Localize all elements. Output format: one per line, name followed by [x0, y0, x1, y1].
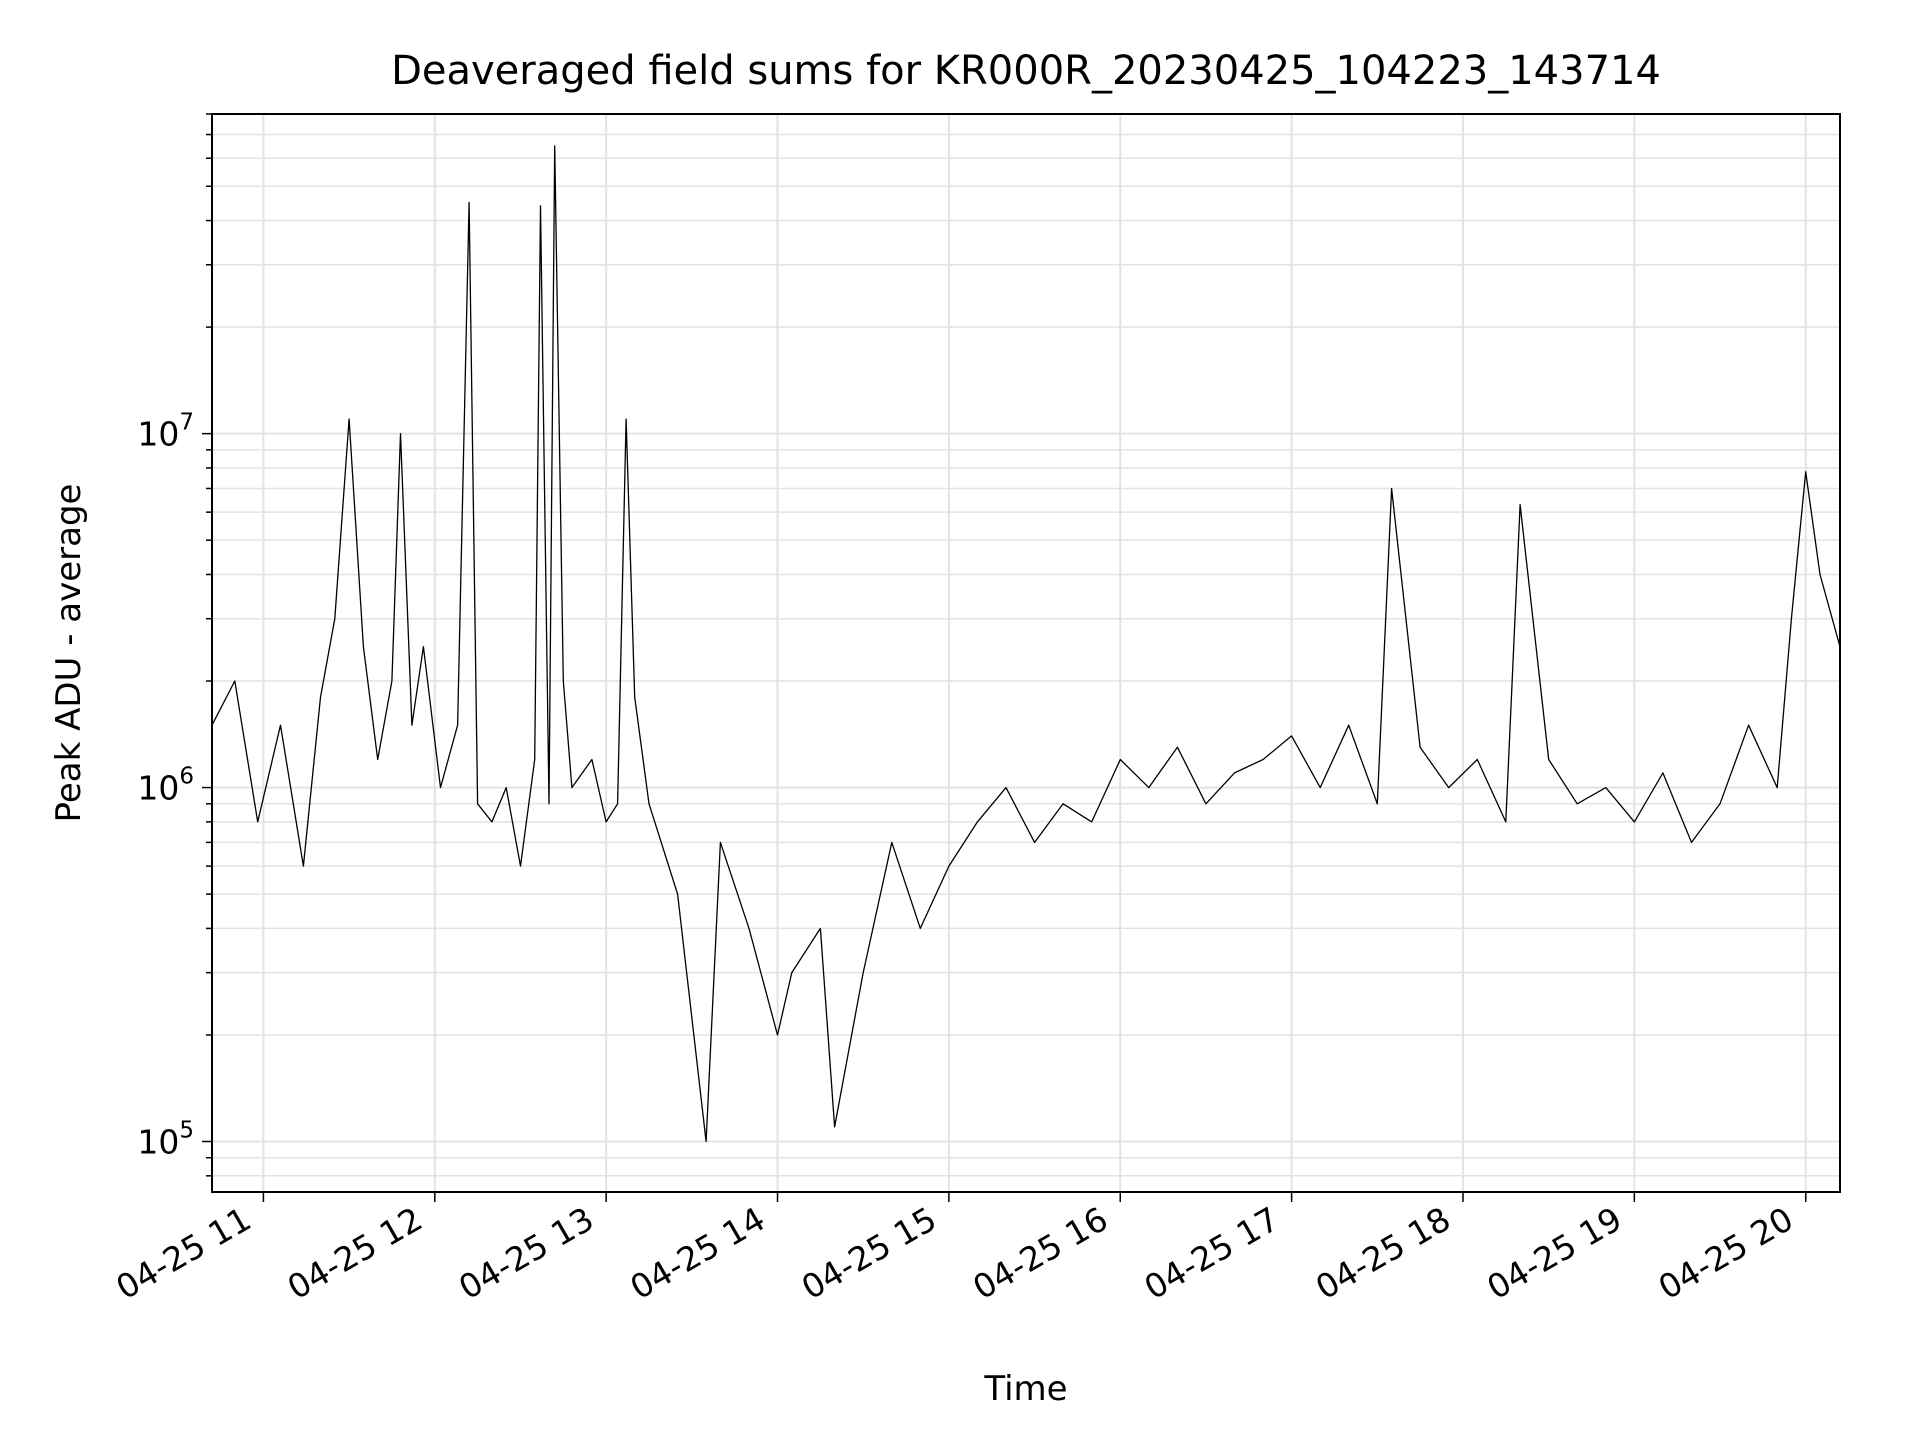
y-axis-label: Peak ADU - average: [49, 484, 89, 823]
y-tick-label: 106: [137, 764, 194, 808]
y-tick-label: 105: [137, 1118, 194, 1162]
plot-frame: [211, 113, 1841, 1193]
series-line: [211, 145, 1841, 1143]
y-tick-label: 107: [137, 410, 194, 454]
chart-title: Deaveraged field sums for KR000R_2023042…: [391, 48, 1661, 94]
grid: [212, 113, 1840, 1192]
x-axis-label: Time: [983, 1369, 1067, 1409]
